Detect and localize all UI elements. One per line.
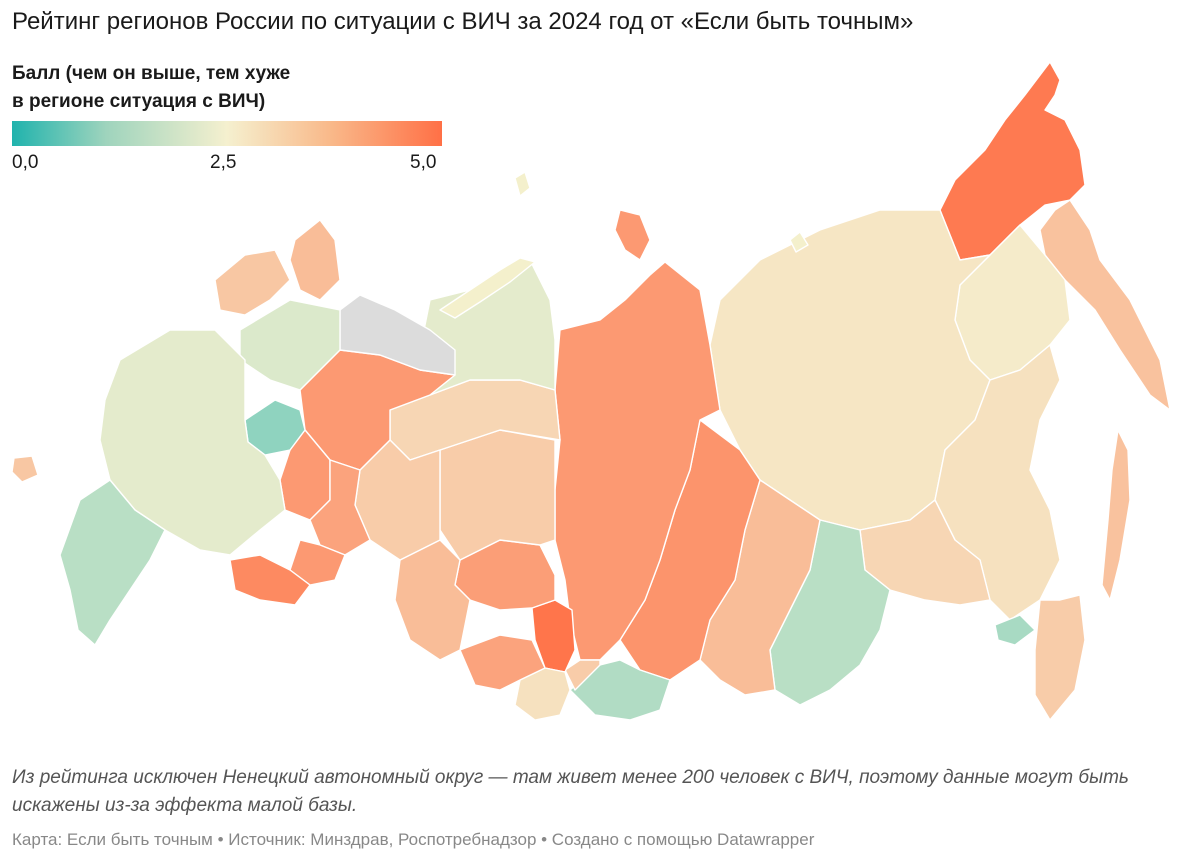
- region-kemerovo[interactable]: [531, 599, 576, 673]
- region-tomsk[interactable]: [439, 429, 556, 561]
- russia-map: [11, 61, 1171, 721]
- region-altai-republic[interactable]: [514, 667, 571, 721]
- region-orenburg[interactable]: [229, 554, 311, 606]
- legend-color-scale: [12, 121, 442, 146]
- region-murmansk[interactable]: [289, 219, 341, 301]
- region-karelia[interactable]: [214, 249, 291, 316]
- island-novosibirsk: [514, 171, 531, 197]
- region-tuva[interactable]: [569, 659, 671, 721]
- region-south-group[interactable]: [59, 479, 166, 646]
- legend-title-line1: Балл (чем он выше, тем хуже: [12, 63, 291, 84]
- region-altai-krai[interactable]: [459, 634, 546, 691]
- region-khakassia[interactable]: [564, 659, 601, 691]
- credits: Карта: Если быть точным • Источник: Минз…: [12, 830, 815, 849]
- region-central-group[interactable]: [99, 329, 286, 556]
- region-omsk[interactable]: [394, 539, 471, 661]
- island-franz-josef: [789, 231, 809, 253]
- chart-title: Рейтинг регионов России по ситуации с ВИ…: [12, 8, 914, 35]
- legend-max-label: 5,0: [410, 152, 437, 173]
- footnote: Из рейтинга исключен Ненецкий автономный…: [12, 767, 1129, 816]
- region-kamchatka[interactable]: [1039, 199, 1171, 411]
- region-kaliningrad[interactable]: [11, 455, 39, 483]
- region-primorye[interactable]: [1034, 594, 1086, 721]
- region-jewish-ao[interactable]: [994, 614, 1036, 646]
- legend-title-line2: в регионе ситуация с ВИЧ): [12, 91, 266, 112]
- island-novaya-zemlya: [439, 257, 536, 319]
- legend-title: Балл (чем он выше, тем хуже в регионе си…: [12, 60, 432, 116]
- region-sakhalin[interactable]: [1101, 429, 1131, 601]
- region-evenkia-north[interactable]: [614, 209, 651, 261]
- region-nenets[interactable]: [339, 294, 456, 376]
- legend-mid-label: 2,5: [210, 152, 237, 173]
- legend-min-label: 0,0: [12, 152, 39, 173]
